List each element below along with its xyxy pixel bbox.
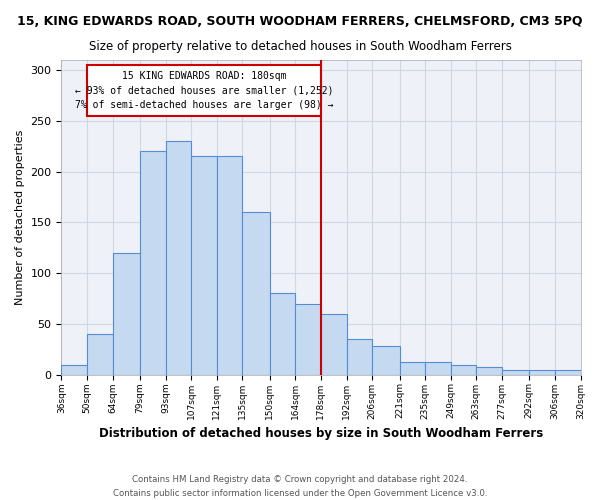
FancyBboxPatch shape	[87, 65, 321, 116]
Bar	[502, 370, 529, 374]
Bar	[476, 366, 502, 374]
Bar	[140, 152, 166, 374]
Text: 7% of semi-detached houses are larger (98) →: 7% of semi-detached houses are larger (9…	[75, 100, 333, 110]
Bar	[451, 364, 476, 374]
Text: Size of property relative to detached houses in South Woodham Ferrers: Size of property relative to detached ho…	[89, 40, 511, 53]
Bar	[555, 370, 581, 374]
Bar	[113, 253, 140, 374]
Bar	[581, 370, 600, 374]
Bar	[529, 370, 555, 374]
Text: 15, KING EDWARDS ROAD, SOUTH WOODHAM FERRERS, CHELMSFORD, CM3 5PQ: 15, KING EDWARDS ROAD, SOUTH WOODHAM FER…	[17, 15, 583, 28]
Bar	[295, 304, 321, 374]
Text: Contains HM Land Registry data © Crown copyright and database right 2024.
Contai: Contains HM Land Registry data © Crown c…	[113, 476, 487, 498]
Bar	[242, 212, 270, 374]
Bar	[400, 362, 425, 374]
Bar	[166, 141, 191, 374]
Bar	[87, 334, 113, 374]
Bar	[217, 156, 242, 374]
Bar	[347, 339, 372, 374]
X-axis label: Distribution of detached houses by size in South Woodham Ferrers: Distribution of detached houses by size …	[99, 427, 543, 440]
Bar	[372, 346, 400, 374]
Text: ← 93% of detached houses are smaller (1,252): ← 93% of detached houses are smaller (1,…	[75, 86, 333, 96]
Y-axis label: Number of detached properties: Number of detached properties	[15, 130, 25, 305]
Text: 15 KING EDWARDS ROAD: 180sqm: 15 KING EDWARDS ROAD: 180sqm	[122, 71, 286, 81]
Bar	[425, 362, 451, 374]
Bar	[321, 314, 347, 374]
Bar	[191, 156, 217, 374]
Bar	[61, 364, 87, 374]
Bar	[270, 294, 295, 374]
